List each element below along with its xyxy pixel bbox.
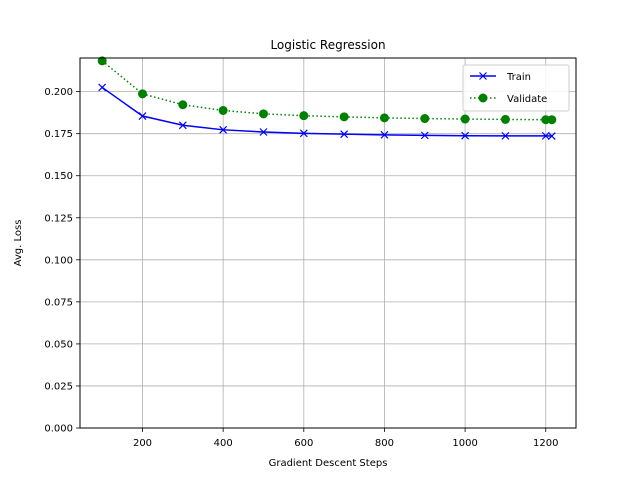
- x-tick-label: 800: [375, 438, 394, 449]
- data-point-train: [541, 131, 550, 140]
- y-tick-label: 0.050: [44, 339, 73, 350]
- x-axis-title: Gradient Descent Steps: [269, 458, 388, 469]
- data-point-validate: [500, 114, 510, 124]
- x-tick-label: 400: [214, 438, 233, 449]
- data-point-validate: [258, 109, 268, 119]
- data-point-validate: [178, 100, 188, 110]
- legend-marker-train: [479, 72, 487, 80]
- data-point-train: [299, 129, 308, 138]
- data-point-train: [219, 125, 228, 134]
- axis-ticks: 200 400 600 800 1000 1200 0.000 0.025 0.050 0.075…: [44, 87, 558, 449]
- x-tick-label: 200: [133, 438, 152, 449]
- data-point-train: [547, 132, 556, 140]
- data-point-train: [461, 131, 470, 140]
- y-tick-label: 0.100: [44, 255, 73, 266]
- data-point-train: [178, 121, 187, 130]
- chart-title: Logistic Regression: [270, 38, 385, 52]
- legend: Train Validate: [462, 64, 570, 112]
- data-point-train: [420, 131, 429, 140]
- data-point-validate: [460, 114, 470, 124]
- y-tick-label: 0.025: [44, 381, 73, 392]
- data-point-validate: [299, 111, 309, 121]
- data-point-validate: [547, 115, 557, 125]
- y-axis-title: Avg. Loss: [13, 220, 24, 267]
- plot-frame: [79, 57, 577, 429]
- y-tick-label: 0.200: [44, 87, 73, 98]
- data-point-validate: [218, 105, 228, 115]
- data-point-train: [501, 131, 510, 140]
- data-point-train: [259, 128, 268, 136]
- data-point-train: [380, 130, 389, 139]
- y-tick-label: 0.175: [44, 129, 73, 140]
- data-point-train: [98, 83, 107, 92]
- y-tick-label: 0.075: [44, 297, 73, 308]
- y-tick-label: 0.125: [44, 213, 73, 224]
- y-tick-label: 0.150: [44, 171, 73, 182]
- legend-marker-validate: [478, 93, 488, 103]
- x-tick-label: 1200: [533, 438, 558, 449]
- data-point-validate: [379, 113, 389, 123]
- data-point-validate: [420, 114, 430, 124]
- y-tick-label: 0.000: [44, 424, 73, 435]
- series-layer: [97, 56, 557, 140]
- data-point-train: [138, 112, 147, 120]
- data-point-validate: [138, 89, 148, 99]
- legend-label-train: Train: [506, 72, 531, 83]
- plot-background: [80, 58, 576, 428]
- x-tick-label: 600: [294, 438, 313, 449]
- data-point-validate: [339, 112, 349, 122]
- legend-label-validate: Validate: [507, 94, 547, 105]
- data-point-validate: [97, 56, 107, 66]
- x-tick-label: 1000: [452, 438, 477, 449]
- data-point-train: [340, 130, 349, 139]
